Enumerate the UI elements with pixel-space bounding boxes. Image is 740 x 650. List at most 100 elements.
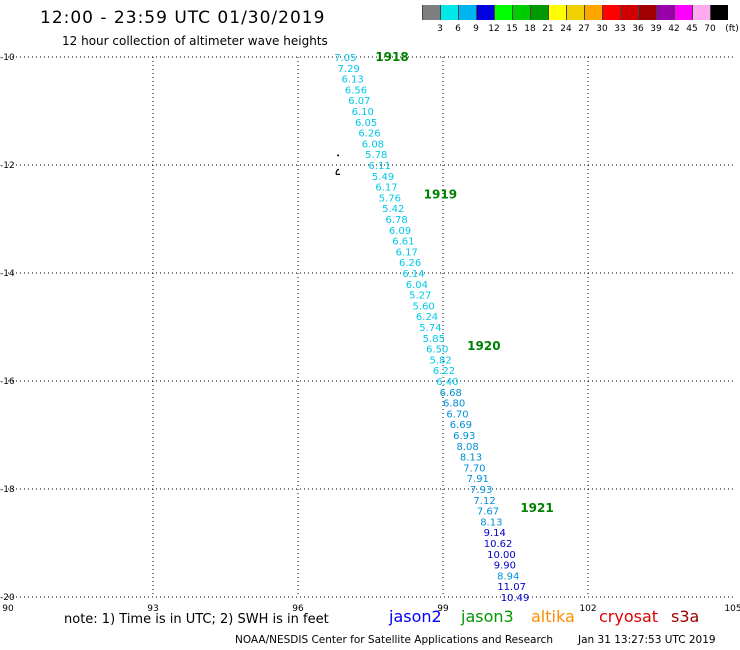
pass-time-label: 1918 [375, 50, 408, 64]
y-tick-label: -16 [0, 377, 15, 387]
wave-height-label: 10.00 [487, 550, 516, 561]
lat-lon-grid [8, 56, 733, 598]
wave-height-label: 5.74 [419, 323, 441, 334]
legend-value-label: 39 [650, 24, 662, 34]
wave-height-label: 7.29 [338, 64, 360, 75]
wave-height-label: 6.50 [426, 345, 448, 356]
wave-height-label: 5.85 [423, 334, 445, 345]
legend-value-label: 18 [524, 24, 536, 34]
legend-swatch [440, 5, 458, 20]
wave-height-label: 5.78 [365, 150, 387, 161]
legend-swatch [512, 5, 530, 20]
x-tick-label: 99 [437, 604, 449, 614]
pass-time-label: 1919 [424, 188, 457, 202]
legend-value-label: 3 [437, 24, 443, 34]
wave-height-label: 5.76 [379, 193, 401, 204]
y-tick-label: -20 [0, 593, 15, 603]
legend-swatch [548, 5, 566, 20]
wave-height-label: 8.94 [497, 571, 519, 582]
wave-height-label: 6.14 [402, 269, 424, 280]
legend-swatch [620, 5, 638, 20]
pass-time-labels: 1918 1919 1920 1921 [375, 50, 553, 515]
satellite-name: jason2 [389, 607, 442, 626]
wave-height-label: 6.26 [399, 258, 421, 269]
legend-swatch [422, 5, 440, 20]
pass-time-label: 1921 [520, 501, 553, 515]
y-tick-label: -18 [0, 485, 15, 495]
wave-height-label: 6.61 [392, 237, 414, 248]
wave-height-track: 7.057.296.136.566.076.106.056.266.085.78… [334, 53, 529, 604]
wave-height-label: 6.11 [369, 161, 391, 172]
wave-height-label: 5.49 [372, 172, 394, 183]
legend-value-label: 42 [668, 24, 680, 34]
wave-height-label: 6.40 [436, 377, 458, 388]
legend-swatch [692, 5, 710, 20]
island-dot [337, 154, 340, 157]
wave-height-label: 6.10 [352, 107, 374, 118]
legend-swatch [530, 5, 548, 20]
island-outline [335, 154, 341, 175]
legend-value-label: 15 [506, 24, 518, 34]
wave-height-label: 9.90 [494, 561, 516, 572]
wave-height-label: 6.80 [443, 399, 465, 410]
credit-line: NOAA/NESDIS Center for Satellite Applica… [235, 634, 553, 646]
wave-height-label: 6.04 [406, 280, 428, 291]
wave-height-label: 5.42 [382, 204, 404, 215]
y-tick-label: -14 [0, 269, 15, 279]
legend-value-label: 27 [578, 24, 590, 34]
wave-height-label: 6.70 [446, 409, 468, 420]
x-tick-label: 102 [579, 604, 596, 614]
wave-height-label: 7.91 [467, 474, 489, 485]
legend-swatch [602, 5, 620, 20]
x-tick-label: 93 [147, 604, 158, 614]
legend-value-label: 12 [488, 24, 500, 34]
wave-height-label: 6.09 [389, 226, 411, 237]
legend-value-label: 24 [560, 24, 572, 34]
legend-swatch [476, 5, 494, 20]
island-shape [335, 168, 341, 175]
y-tick-label: -10 [0, 53, 15, 63]
legend-value-label: 45 [686, 24, 698, 34]
legend-swatch [458, 5, 476, 20]
legend-swatch [674, 5, 692, 20]
satellite-name: s3a [671, 607, 700, 626]
generated-timestamp: Jan 31 13:27:53 UTC 2019 [578, 634, 716, 646]
legend-swatch [566, 5, 584, 20]
wave-height-label: 6.78 [385, 215, 407, 226]
wave-height-label: 10.62 [484, 539, 513, 550]
wave-height-label: 6.93 [453, 431, 475, 442]
map-subtitle: 12 hour collection of altimeter wave hei… [62, 34, 328, 48]
axis-tick-labels: 90 93 96 99 102 105 -10 -12 -14 -16 -18 -20 [0, 53, 740, 614]
wave-height-label: 6.26 [358, 129, 380, 140]
satellite-name: cryosat [599, 607, 659, 626]
wave-height-label: 8.08 [457, 442, 479, 453]
legend-value-label: 36 [632, 24, 644, 34]
x-tick-label: 105 [724, 604, 740, 614]
wave-height-label: 7.67 [477, 507, 499, 518]
legend-value-label: 21 [542, 24, 554, 34]
legend-value-label: 33 [614, 24, 626, 34]
x-tick-label: 96 [292, 604, 304, 614]
wave-height-label: 7.93 [470, 485, 492, 496]
wave-height-label: 6.24 [416, 312, 438, 323]
wave-height-label: 6.05 [355, 118, 377, 129]
y-tick-label: -12 [0, 161, 15, 171]
wave-height-label: 10.49 [501, 593, 530, 604]
wave-height-label: 6.07 [348, 96, 370, 107]
legend-swatch [494, 5, 512, 20]
legend-swatch [584, 5, 602, 20]
legend-swatch [656, 5, 674, 20]
legend-value-label: 9 [473, 24, 479, 34]
legend-swatch [638, 5, 656, 20]
wave-height-label: 9.14 [484, 528, 506, 539]
wave-height-label: 6.17 [375, 183, 397, 194]
x-tick-label: 90 [2, 604, 14, 614]
wave-height-label: 7.12 [473, 496, 495, 507]
wave-height-label: 5.60 [413, 301, 435, 312]
wave-height-label: 8.13 [480, 517, 502, 528]
wave-height-label: 6.08 [362, 139, 384, 150]
footer-note: note: 1) Time is in UTC; 2) SWH is in fe… [64, 612, 329, 627]
wave-height-label: 5.82 [429, 355, 451, 366]
wave-height-label: 6.13 [341, 75, 363, 86]
